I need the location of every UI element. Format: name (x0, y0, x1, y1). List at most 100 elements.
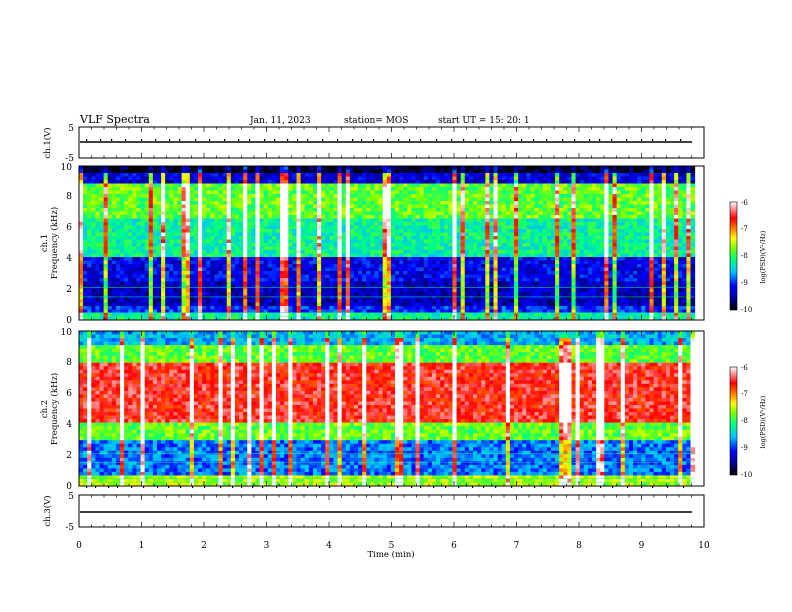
spectrogram-cell (395, 208, 400, 212)
spectrogram-cell (107, 204, 113, 209)
spectrogram-cell (362, 166, 367, 170)
spectrogram-cell (337, 278, 343, 282)
spectrogram-cell (423, 197, 429, 202)
spectrogram-cell (95, 229, 101, 233)
spectrogram-cell (177, 281, 183, 286)
spectrogram-cell (206, 215, 211, 219)
spectrogram-cell (419, 169, 425, 174)
spectrogram-cell (296, 194, 302, 198)
spectrogram-cell (210, 267, 215, 272)
spectrogram-cell (341, 239, 347, 244)
spectrogram-cell (378, 222, 384, 226)
spectrogram-cell (210, 183, 215, 188)
spectrogram-cell (177, 183, 183, 188)
spectrogram-cell (300, 208, 306, 212)
spectrogram-cell (115, 281, 121, 286)
spectrogram-cell (370, 166, 375, 170)
spectrogram-cell (288, 197, 293, 202)
spectrogram-cell (144, 274, 150, 279)
spectrogram-cell (198, 236, 203, 240)
spectrogram-cell (87, 316, 92, 321)
spectrogram-cell (222, 215, 228, 219)
spectrogram-cell (115, 267, 121, 272)
spectrogram-cell (514, 278, 519, 282)
spectrogram-cell (148, 194, 154, 198)
spectrogram-cell (136, 229, 142, 233)
spectrogram-cell (481, 253, 486, 258)
spectrogram-cell (362, 250, 367, 254)
spectrogram-cell (395, 225, 400, 230)
spectrogram-cell (181, 267, 187, 272)
spectrogram-cell (468, 306, 474, 310)
spectrogram-cell (518, 229, 523, 233)
spectrogram-cell (152, 253, 158, 258)
spectrogram-cell (378, 201, 384, 205)
spectrogram-cell (468, 201, 474, 205)
spectrogram-cell (132, 218, 137, 223)
spectrogram-cell (251, 295, 256, 300)
spectrogram-cell (493, 257, 499, 261)
spectrogram-cell (226, 218, 232, 223)
spectrogram-cell (493, 253, 499, 258)
spectrogram-cell (79, 260, 84, 265)
spectrogram-cell (473, 299, 478, 303)
spectrogram-cell (308, 239, 314, 244)
spectrogram-cell (485, 267, 490, 272)
spectrogram-cell (177, 250, 183, 254)
spectrogram-cell (407, 173, 412, 177)
spectrogram-cell (144, 211, 150, 216)
spectrogram-cell (427, 218, 433, 223)
spectrogram-cell (448, 201, 453, 205)
spectrogram-cell (423, 257, 429, 261)
spectrogram-cell (202, 285, 207, 289)
spectrogram-cell (91, 243, 96, 247)
spectrogram-cell (497, 292, 503, 296)
spectrogram-cell (481, 295, 486, 300)
spectrogram-cell (468, 309, 474, 314)
spectrogram-cell (198, 232, 203, 237)
spectrogram-cell (374, 190, 380, 195)
spectrogram-cell (239, 197, 244, 202)
spectrogram-cell (329, 313, 334, 317)
spectrogram-cell (300, 201, 306, 205)
spectrogram-cell (353, 267, 359, 272)
spectrogram-cell (181, 246, 187, 251)
spectrogram-cell (505, 243, 511, 247)
spectrogram-cell (218, 292, 224, 296)
spectrogram-cell (456, 288, 462, 293)
spectrogram-cell (124, 274, 129, 279)
spectrogram-cell (243, 176, 248, 181)
spectrogram-cell (120, 243, 125, 247)
spectrogram-cell (411, 222, 417, 226)
spectrogram-cell (333, 236, 339, 240)
spectrogram-cell (210, 169, 215, 174)
spectrogram-cell (202, 295, 207, 300)
spectrogram-cell (493, 166, 499, 170)
spectrogram-cell (456, 285, 462, 289)
spectrogram-cell (329, 288, 334, 293)
spectrogram-cell (222, 190, 228, 195)
spectrogram-cell (353, 180, 359, 184)
spectrogram-cell (473, 173, 478, 177)
spectrogram-cell (239, 173, 244, 177)
spectrogram-cell (140, 264, 146, 268)
spectrogram-cell (436, 173, 441, 177)
spectrogram-cell (349, 288, 355, 293)
spectrogram-cell (243, 246, 248, 251)
spectrogram-cell (79, 278, 84, 282)
spectrogram-cell (210, 316, 215, 321)
spectrogram-cell (456, 169, 462, 174)
spectrogram-cell (399, 187, 404, 191)
spectrogram-cell (304, 299, 310, 303)
spectrogram-cell (526, 271, 531, 275)
spectrogram-cell (345, 250, 351, 254)
spectrogram-cell (481, 278, 486, 282)
spectrogram-cell (485, 232, 490, 237)
spectrogram-cell (427, 295, 433, 300)
spectrogram-cell (333, 204, 339, 209)
spectrogram-cell (493, 201, 499, 205)
spectrogram-cell (239, 264, 244, 268)
spectrogram-cell (107, 302, 113, 307)
spectrogram-cell (518, 239, 523, 244)
ch1-wave-ytick-bottom: -5 (65, 154, 74, 164)
